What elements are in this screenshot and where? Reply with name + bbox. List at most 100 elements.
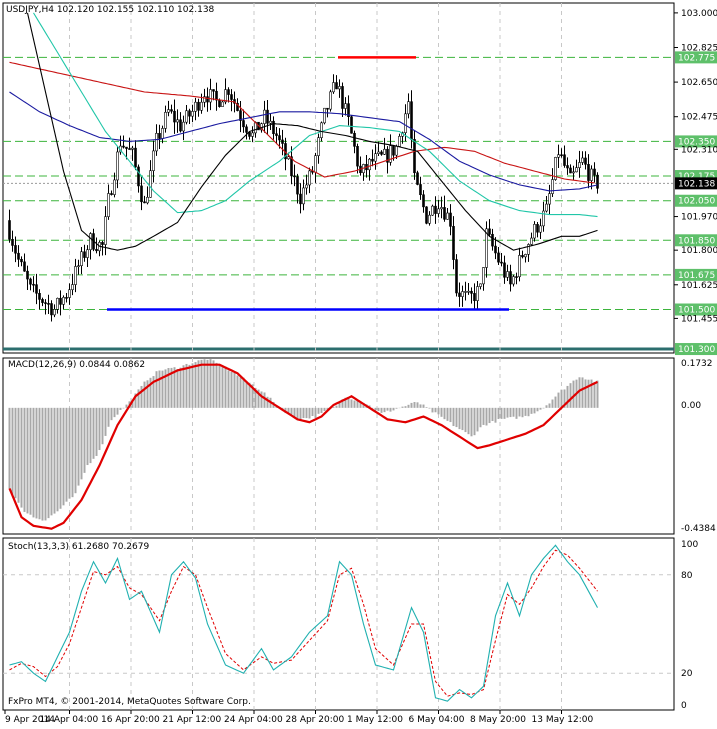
macd-bar: [260, 391, 263, 408]
macd-bar: [209, 359, 212, 408]
candle-body: [527, 244, 530, 255]
candle-body: [530, 237, 533, 245]
candle-body: [341, 86, 344, 109]
macd-bar: [476, 407, 479, 432]
macd-bar: [392, 407, 395, 411]
macd-bar: [530, 407, 533, 414]
candle-body: [56, 297, 59, 310]
moving-average-black: [26, 12, 598, 251]
macd-bar: [341, 399, 344, 408]
macd-bar: [359, 402, 362, 408]
price-tick-label: 102.825: [681, 43, 717, 53]
macd-bar: [497, 407, 500, 420]
candle-body: [416, 172, 419, 185]
candle-body: [395, 145, 398, 156]
candle-body: [578, 162, 581, 168]
candle-body: [59, 297, 62, 305]
macd-bar: [116, 407, 119, 415]
macd-bar: [518, 407, 521, 417]
candle-body: [8, 220, 11, 240]
macd-bar: [83, 407, 86, 473]
candle-body: [53, 309, 56, 316]
candle-body: [134, 147, 137, 168]
macd-bar: [506, 407, 509, 418]
macd-bar: [164, 369, 167, 408]
macd-bar: [344, 397, 347, 408]
candle-body: [206, 96, 209, 103]
macd-bar: [377, 407, 380, 412]
macd-bar: [185, 363, 188, 408]
macd-bar: [149, 377, 152, 408]
candle-body: [428, 214, 431, 224]
candle-body: [437, 208, 440, 214]
candle-body: [536, 224, 539, 233]
macd-bar: [431, 407, 434, 413]
macd-bar: [203, 359, 206, 408]
candle-body: [35, 284, 38, 294]
time-label: 28 Apr 20:00: [286, 715, 345, 725]
macd-tick-label: 0.1732: [681, 359, 713, 369]
macd-bar: [350, 399, 353, 408]
time-label: 13 May 12:00: [532, 715, 594, 725]
candle-body: [128, 148, 131, 150]
macd-bar: [179, 367, 182, 408]
macd-bar: [572, 380, 575, 408]
candle-body: [356, 146, 359, 167]
macd-bar: [137, 389, 140, 408]
candle-body: [569, 167, 572, 174]
copyright-text: FxPro MT4, © 2001-2014, MetaQuotes Softw…: [8, 697, 251, 707]
macd-bar: [383, 407, 386, 413]
candle-body: [443, 207, 446, 220]
candle-body: [317, 137, 320, 156]
candle-body: [551, 179, 554, 194]
candle-body: [272, 120, 275, 135]
candle-body: [227, 89, 230, 95]
macd-bar: [302, 407, 305, 419]
macd-bar: [17, 407, 20, 503]
candle-body: [404, 113, 407, 134]
level-label-102.350: 102.350: [678, 137, 715, 147]
candle-body: [413, 139, 416, 174]
candle-body: [29, 278, 32, 285]
candle-body: [419, 184, 422, 196]
candle-body: [422, 194, 425, 208]
macd-bar: [44, 407, 47, 521]
macd-signal-line: [8, 363, 598, 530]
macd-bar: [89, 407, 92, 464]
candle-body: [554, 157, 557, 180]
macd-bar: [254, 387, 257, 408]
macd-bar: [485, 407, 488, 426]
macd-bar: [191, 363, 194, 408]
macd-bar: [335, 405, 338, 408]
macd-bar: [146, 380, 149, 408]
candle-body: [557, 154, 560, 158]
macd-bar: [152, 376, 155, 408]
candle-body: [161, 128, 164, 139]
macd-bar: [218, 364, 221, 408]
macd-bar: [257, 389, 260, 408]
price-tick-label: 101.800: [681, 246, 717, 256]
horizontal-levels: 102.775 102.350 102.175 102.050 101.850 101.6…: [3, 51, 717, 356]
macd-label: MACD(12,26,9) 0.0844 0.0862: [8, 360, 145, 370]
candle-body: [71, 284, 74, 291]
candle-body: [263, 109, 266, 124]
macd-bar: [356, 400, 359, 408]
candle-body: [464, 291, 467, 293]
candle-body: [572, 171, 575, 174]
candle-body: [563, 154, 566, 166]
candle-body: [509, 271, 512, 285]
moving-average-red: [9, 61, 595, 184]
candle-body: [335, 82, 338, 90]
candle-body: [314, 155, 317, 173]
chart-background: [2, 2, 675, 711]
macd-bar: [371, 407, 374, 409]
candle-body: [467, 290, 470, 293]
macd-bar: [215, 362, 218, 408]
candle-body: [488, 228, 491, 235]
candle-body: [86, 249, 89, 258]
time-label: 9 Apr 2014: [5, 715, 55, 725]
candle-body: [290, 156, 293, 177]
macd-panel-frame: [2, 357, 675, 535]
macd-bar: [380, 407, 383, 413]
candle-body: [122, 145, 125, 148]
